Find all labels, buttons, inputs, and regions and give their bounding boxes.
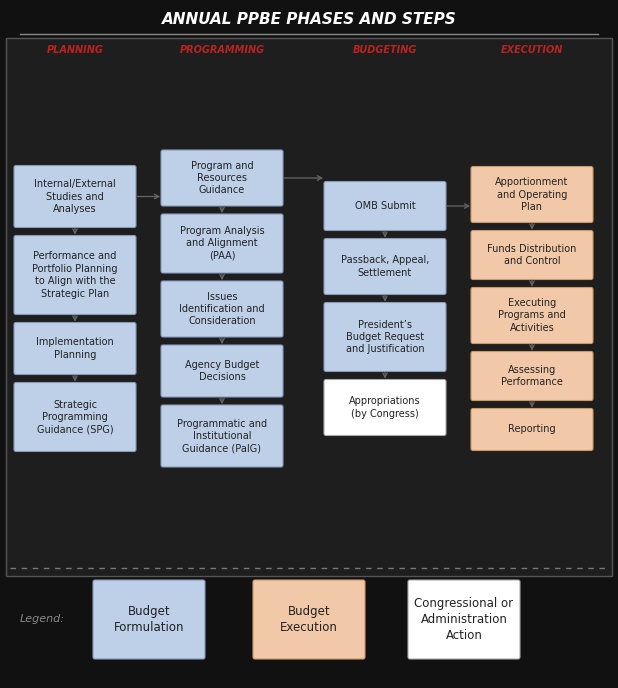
Text: Legend:: Legend: (20, 614, 64, 625)
Bar (6, 38, 612, 576)
FancyBboxPatch shape (471, 352, 593, 400)
FancyBboxPatch shape (161, 150, 283, 206)
FancyBboxPatch shape (14, 323, 136, 374)
FancyBboxPatch shape (14, 383, 136, 451)
FancyBboxPatch shape (161, 345, 283, 397)
Text: Congressional or
Administration
Action: Congressional or Administration Action (415, 597, 514, 642)
FancyBboxPatch shape (471, 230, 593, 279)
FancyBboxPatch shape (14, 235, 136, 314)
FancyBboxPatch shape (161, 405, 283, 467)
FancyBboxPatch shape (471, 409, 593, 451)
FancyBboxPatch shape (324, 303, 446, 372)
Text: Appropriations
(by Congress): Appropriations (by Congress) (349, 396, 421, 419)
Text: Strategic
Programming
Guidance (SPG): Strategic Programming Guidance (SPG) (36, 400, 113, 434)
Text: EXECUTION: EXECUTION (501, 45, 563, 55)
Text: PROGRAMMING: PROGRAMMING (179, 45, 265, 55)
Text: Program Analysis
and Alignment
(PAA): Program Analysis and Alignment (PAA) (180, 226, 265, 261)
FancyBboxPatch shape (14, 166, 136, 228)
Text: Agency Budget
Decisions: Agency Budget Decisions (185, 360, 259, 383)
Text: Executing
Programs and
Activities: Executing Programs and Activities (498, 298, 566, 333)
Text: Apportionment
and Operating
Plan: Apportionment and Operating Plan (495, 177, 569, 212)
Text: Budget
Formulation: Budget Formulation (114, 605, 184, 634)
FancyBboxPatch shape (408, 580, 520, 659)
Text: Implementation
Planning: Implementation Planning (36, 337, 114, 360)
FancyBboxPatch shape (324, 239, 446, 294)
Text: Performance and
Portfolio Planning
to Align with the
Strategic Plan: Performance and Portfolio Planning to Al… (32, 251, 118, 299)
FancyBboxPatch shape (324, 380, 446, 436)
FancyBboxPatch shape (161, 281, 283, 337)
FancyBboxPatch shape (161, 214, 283, 273)
FancyBboxPatch shape (471, 288, 593, 343)
Text: Issues
Identification and
Consideration: Issues Identification and Consideration (179, 292, 265, 326)
FancyBboxPatch shape (93, 580, 205, 659)
FancyBboxPatch shape (324, 182, 446, 230)
Text: Funds Distribution
and Control: Funds Distribution and Control (488, 244, 577, 266)
Text: ANNUAL PPBE PHASES AND STEPS: ANNUAL PPBE PHASES AND STEPS (162, 12, 456, 28)
Text: Reporting: Reporting (508, 424, 556, 435)
FancyBboxPatch shape (471, 166, 593, 222)
Text: OMB Submit: OMB Submit (355, 201, 415, 211)
FancyBboxPatch shape (253, 580, 365, 659)
Text: Passback, Appeal,
Settlement: Passback, Appeal, Settlement (341, 255, 429, 278)
Text: PLANNING: PLANNING (46, 45, 103, 55)
Text: Program and
Resources
Guidance: Program and Resources Guidance (191, 160, 253, 195)
Text: Assessing
Performance: Assessing Performance (501, 365, 563, 387)
Text: Budget
Execution: Budget Execution (280, 605, 338, 634)
Text: BUDGETING: BUDGETING (353, 45, 417, 55)
Text: President’s
Budget Request
and Justification: President’s Budget Request and Justifica… (345, 320, 425, 354)
Text: Programmatic and
Institutional
Guidance (PaIG): Programmatic and Institutional Guidance … (177, 418, 267, 453)
Text: Internal/External
Studies and
Analyses: Internal/External Studies and Analyses (34, 179, 116, 214)
